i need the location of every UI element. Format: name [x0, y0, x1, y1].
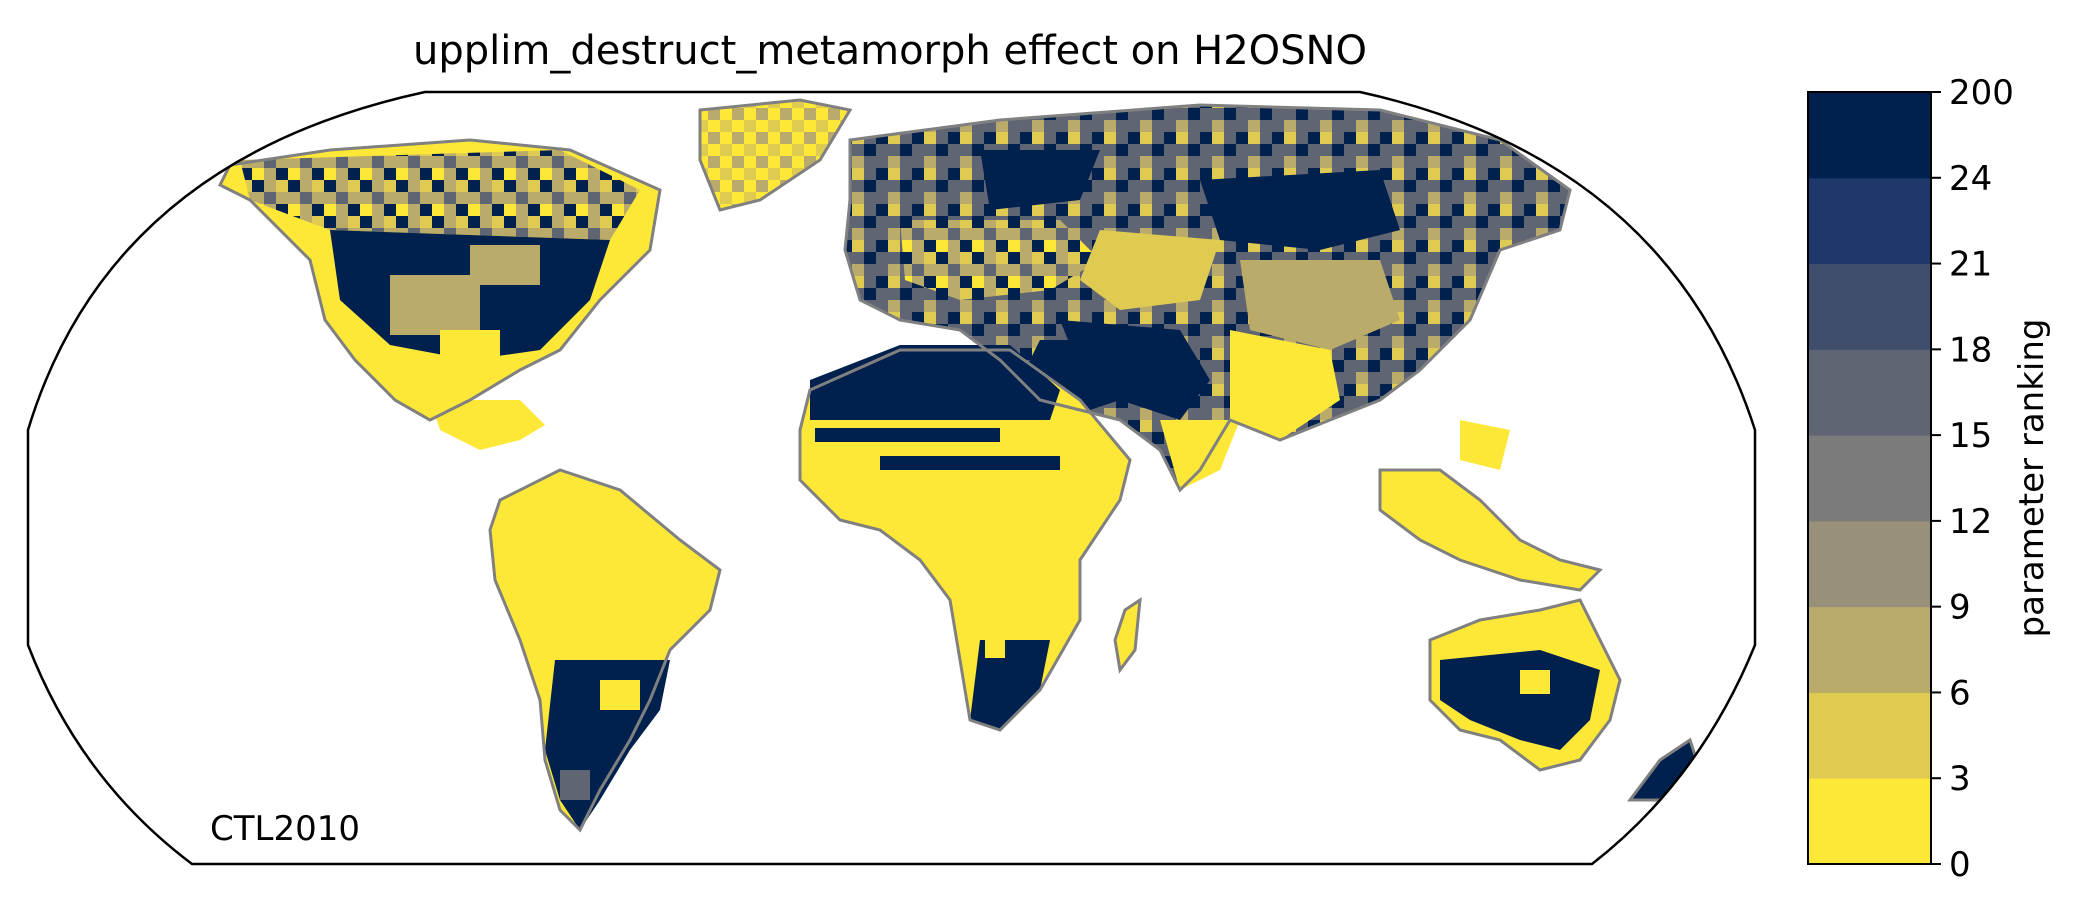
colorbar-ticks: 0 3 6 9 12 15 18 21 24 200 — [1931, 73, 2014, 885]
colorbar-segment — [1808, 349, 1931, 436]
colorbar-tick-label: 9 — [1949, 588, 1971, 628]
colorbar-label: parameter ranking — [2012, 319, 2052, 638]
coastlines — [217, 98, 1702, 833]
colorbar-tick-label: 18 — [1949, 330, 1992, 370]
colorbar-segments — [1808, 92, 1931, 865]
colorbar-tick-label: 3 — [1949, 759, 1971, 799]
world-map — [217, 98, 1702, 833]
africa — [800, 345, 1130, 730]
colorbar-segment — [1808, 606, 1931, 693]
colorbar-segment — [1808, 520, 1931, 608]
colorbar-frame — [1807, 91, 1932, 865]
colorbar-segment — [1808, 778, 1931, 865]
colorbar-segment — [1808, 435, 1931, 522]
colorbar-tick-label: 24 — [1949, 159, 1992, 199]
colorbar-tick-label: 21 — [1949, 245, 1992, 285]
map-boundary — [26, 90, 1757, 866]
colorbar-tick-label: 0 — [1949, 845, 1971, 885]
madagascar — [1115, 600, 1140, 670]
north-america — [220, 140, 660, 450]
colorbar-tick-label: 6 — [1949, 673, 1971, 713]
map-title: upplim_destruct_metamorph effect on H2OS… — [413, 28, 1367, 74]
south-america — [490, 470, 720, 830]
colorbar-segment — [1808, 692, 1931, 779]
colorbar-segment — [1808, 92, 1931, 179]
new-zealand — [1630, 740, 1700, 800]
annotation-label: CTL2010 — [210, 809, 360, 849]
colorbar-tick-label: 15 — [1949, 416, 1992, 456]
colorbar: 0 3 6 9 12 15 18 21 24 200 parameter ranking — [1807, 73, 2052, 885]
greenland — [700, 100, 850, 210]
colorbar-tick-label: 200 — [1949, 73, 2014, 113]
eurasia — [845, 105, 1570, 490]
colorbar-segment — [1808, 177, 1931, 265]
australia — [1430, 600, 1620, 770]
colorbar-segment — [1808, 263, 1931, 350]
southeast-asia-islands — [1380, 420, 1600, 590]
colorbar-tick-label: 12 — [1949, 502, 1992, 542]
